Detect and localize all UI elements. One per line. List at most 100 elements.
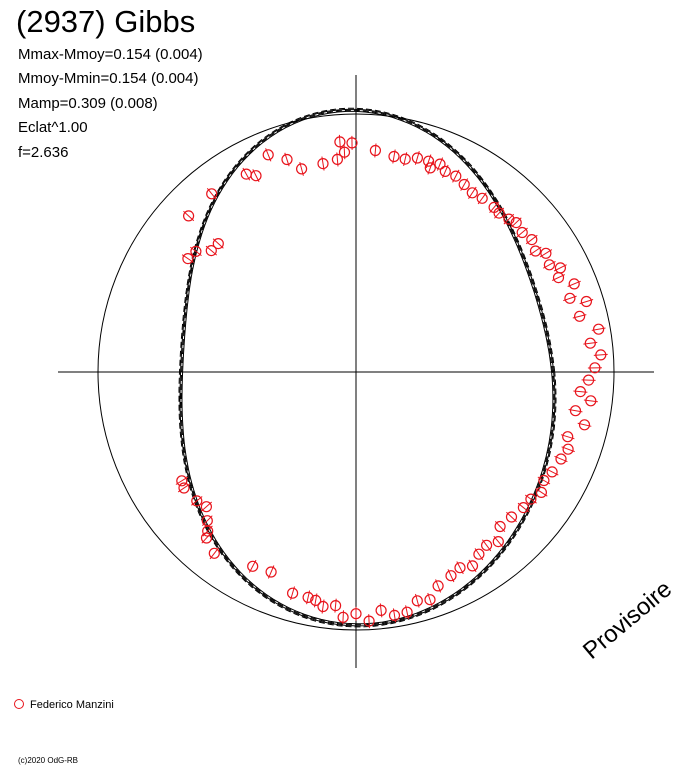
- data-point-marker: [584, 337, 596, 349]
- fit-curve-band: [178, 107, 557, 628]
- data-point-marker: [585, 395, 597, 407]
- data-point: [302, 590, 314, 605]
- data-point-marker: [191, 495, 203, 507]
- data-point-errorbar: [415, 593, 420, 608]
- data-point-errorbar: [545, 468, 559, 476]
- data-point: [411, 593, 423, 608]
- data-point-errorbar: [414, 151, 420, 165]
- data-point: [424, 592, 436, 607]
- data-point-errorbar: [577, 422, 592, 427]
- data-point: [525, 234, 538, 246]
- data-point: [492, 535, 504, 548]
- data-point-errorbar: [200, 501, 213, 512]
- data-point-marker: [205, 245, 217, 257]
- data-point-marker: [388, 150, 400, 163]
- data-point: [334, 134, 346, 149]
- data-point-marker: [310, 594, 322, 607]
- data-point-marker: [493, 207, 505, 219]
- data-point: [573, 386, 588, 398]
- data-point-errorbar: [436, 157, 444, 171]
- data-point: [476, 192, 488, 205]
- data-point: [503, 213, 515, 225]
- data-point-marker: [183, 210, 195, 222]
- data-point: [516, 226, 528, 239]
- chart-title: (2937) Gibbs: [16, 4, 196, 39]
- data-point: [201, 515, 213, 527]
- data-point-marker: [543, 259, 556, 271]
- data-point-errorbar: [427, 161, 434, 175]
- data-point-marker: [529, 245, 542, 257]
- data-point: [296, 161, 308, 176]
- data-point: [181, 253, 194, 265]
- data-point-errorbar: [265, 148, 272, 162]
- data-point-marker: [516, 226, 528, 239]
- data-point-errorbar: [336, 152, 339, 167]
- data-point: [375, 603, 387, 618]
- data-point-errorbar: [442, 164, 449, 179]
- data-point: [539, 247, 553, 259]
- data-point-marker: [535, 486, 548, 498]
- data-point-errorbar: [516, 227, 528, 238]
- data-point-errorbar: [460, 178, 469, 191]
- data-point-errorbar: [456, 561, 464, 575]
- data-point: [240, 167, 252, 181]
- data-point-errorbar: [202, 525, 213, 537]
- data-point-marker: [281, 153, 293, 166]
- data-point-marker: [250, 170, 262, 182]
- data-point-errorbar: [477, 192, 487, 205]
- data-point-marker: [176, 475, 188, 487]
- data-point: [262, 148, 274, 162]
- data-point: [317, 599, 329, 614]
- data-point-errorbar: [175, 476, 189, 485]
- data-point-errorbar: [392, 149, 396, 164]
- data-point-marker: [200, 501, 212, 513]
- data-point: [350, 606, 362, 621]
- data-point-errorbar: [248, 559, 257, 573]
- fit-curve-line: [180, 109, 555, 626]
- data-point: [524, 493, 537, 505]
- data-point-errorbar: [539, 249, 553, 258]
- data-point-marker: [317, 158, 329, 170]
- data-point: [191, 495, 203, 507]
- data-point-errorbar: [181, 254, 194, 263]
- data-point-marker: [458, 178, 470, 191]
- data-point-errorbar: [554, 455, 568, 463]
- data-point: [189, 245, 202, 257]
- data-point-errorbar: [368, 614, 370, 629]
- data-point-errorbar: [290, 586, 295, 601]
- data-point-marker: [546, 466, 558, 478]
- data-point-errorbar: [560, 434, 575, 440]
- data-point-errorbar: [561, 446, 575, 453]
- data-point-marker: [424, 162, 436, 174]
- data-point-marker: [538, 474, 550, 487]
- data-point-errorbar: [489, 201, 499, 214]
- data-point-marker: [569, 405, 582, 417]
- fit-curve-line: [179, 108, 556, 627]
- data-point: [287, 586, 299, 601]
- data-point: [537, 474, 551, 487]
- data-point-errorbar: [183, 210, 195, 222]
- data-point-marker: [423, 155, 435, 167]
- data-point: [579, 295, 594, 308]
- data-point-marker: [526, 234, 538, 246]
- data-point: [338, 145, 351, 160]
- data-point: [388, 149, 400, 164]
- data-point-errorbar: [573, 390, 588, 393]
- data-point: [177, 482, 191, 494]
- data-point-marker: [578, 419, 591, 431]
- data-point-errorbar: [306, 590, 311, 605]
- data-point: [388, 608, 401, 623]
- data-point: [572, 310, 587, 322]
- data-point-errorbar: [494, 521, 506, 533]
- data-point-marker: [434, 158, 446, 170]
- data-point-marker: [525, 493, 537, 505]
- data-point-errorbar: [567, 280, 581, 287]
- data-point-errorbar: [581, 379, 596, 381]
- data-point-errorbar: [205, 245, 218, 256]
- data-point: [535, 486, 548, 498]
- data-point: [250, 169, 262, 183]
- data-point-errorbar: [579, 299, 594, 305]
- data-point-errorbar: [299, 161, 304, 176]
- data-point: [399, 152, 411, 167]
- data-point-marker: [503, 213, 515, 225]
